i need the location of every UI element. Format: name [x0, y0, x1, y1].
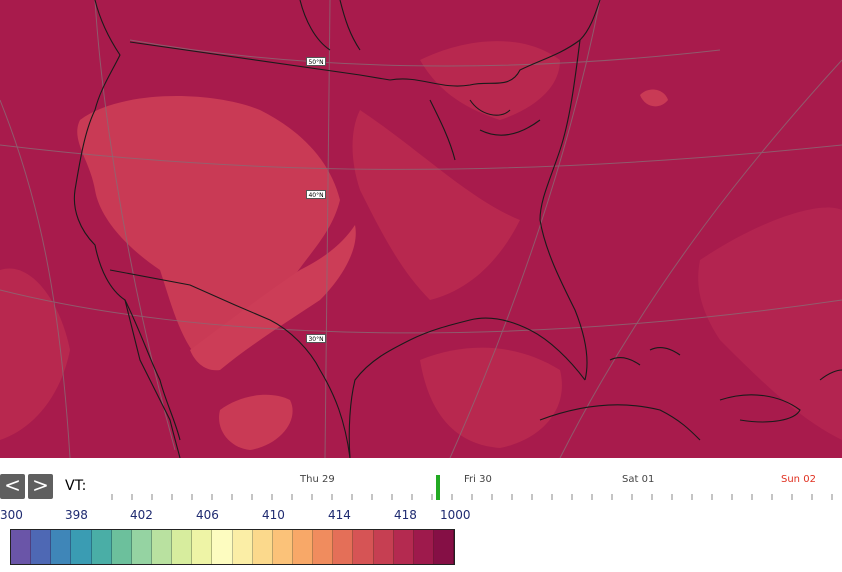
- legend-swatch: [212, 530, 233, 564]
- timeline-ticks: [111, 475, 833, 500]
- legend-swatch: [131, 530, 152, 564]
- previous-button[interactable]: <: [0, 474, 25, 499]
- day-label-sun[interactable]: Sun 02: [781, 474, 816, 485]
- legend-swatch: [51, 530, 72, 564]
- mid-region-greatlakes: [420, 41, 560, 120]
- timeline-slider[interactable]: Thu 29 Fri 30 Sat 01 Sun 02: [92, 472, 842, 502]
- legend-color-bar: [10, 529, 455, 565]
- legend-label: 410: [262, 508, 285, 522]
- lat-label-40: 40°N: [306, 190, 326, 199]
- legend-swatch: [373, 530, 394, 564]
- mid-region-pacific: [0, 268, 70, 440]
- legend-swatch: [272, 530, 293, 564]
- legend-swatch: [353, 530, 374, 564]
- legend-label: 406: [196, 508, 219, 522]
- day-label-thu[interactable]: Thu 29: [300, 474, 335, 485]
- legend-swatch: [71, 530, 92, 564]
- legend-swatch: [91, 530, 112, 564]
- time-bar: < > VT: Thu 29 Fri 30 Sat 01 Sun 02: [0, 458, 842, 506]
- legend-swatch: [292, 530, 314, 564]
- mid-region-gulf: [420, 347, 562, 448]
- legend-label: 414: [328, 508, 351, 522]
- legend-label: 1000: [440, 508, 471, 522]
- legend-swatch: [252, 530, 273, 564]
- legend-swatch: [393, 530, 414, 564]
- legend-swatch: [313, 530, 334, 564]
- legend-label: 300: [0, 508, 23, 522]
- map-canvas: [0, 0, 842, 458]
- day-label-sat[interactable]: Sat 01: [622, 474, 655, 485]
- legend-label: 402: [130, 508, 153, 522]
- next-button[interactable]: >: [28, 474, 53, 499]
- legend-swatch: [232, 530, 253, 564]
- light-region-plains: [190, 225, 356, 371]
- map-view[interactable]: 50°N 40°N 30°N: [0, 0, 842, 458]
- current-time-marker: [436, 475, 440, 500]
- day-label-fri[interactable]: Fri 30: [464, 474, 492, 485]
- legend-label: 398: [65, 508, 88, 522]
- legend-swatch: [433, 530, 455, 564]
- color-legend: 300 398 402 406 410 414 418 1000: [0, 506, 842, 572]
- mid-region-atlantic: [698, 207, 842, 440]
- light-region-mexico: [219, 394, 293, 450]
- legend-swatch: [172, 530, 193, 564]
- light-spot: [640, 89, 668, 107]
- legend-swatch: [192, 530, 213, 564]
- graticule: [0, 0, 842, 458]
- legend-swatch: [413, 530, 434, 564]
- legend-swatch: [333, 530, 354, 564]
- coastlines: [73, 0, 842, 458]
- vt-label: VT:: [65, 478, 87, 494]
- legend-swatch: [111, 530, 132, 564]
- mid-region-central: [352, 110, 520, 300]
- legend-swatch: [11, 530, 32, 564]
- legend-swatch: [151, 530, 173, 564]
- legend-swatch: [31, 530, 52, 564]
- lat-label-50: 50°N: [306, 57, 326, 66]
- lat-label-30: 30°N: [306, 334, 326, 343]
- legend-label: 418: [394, 508, 417, 522]
